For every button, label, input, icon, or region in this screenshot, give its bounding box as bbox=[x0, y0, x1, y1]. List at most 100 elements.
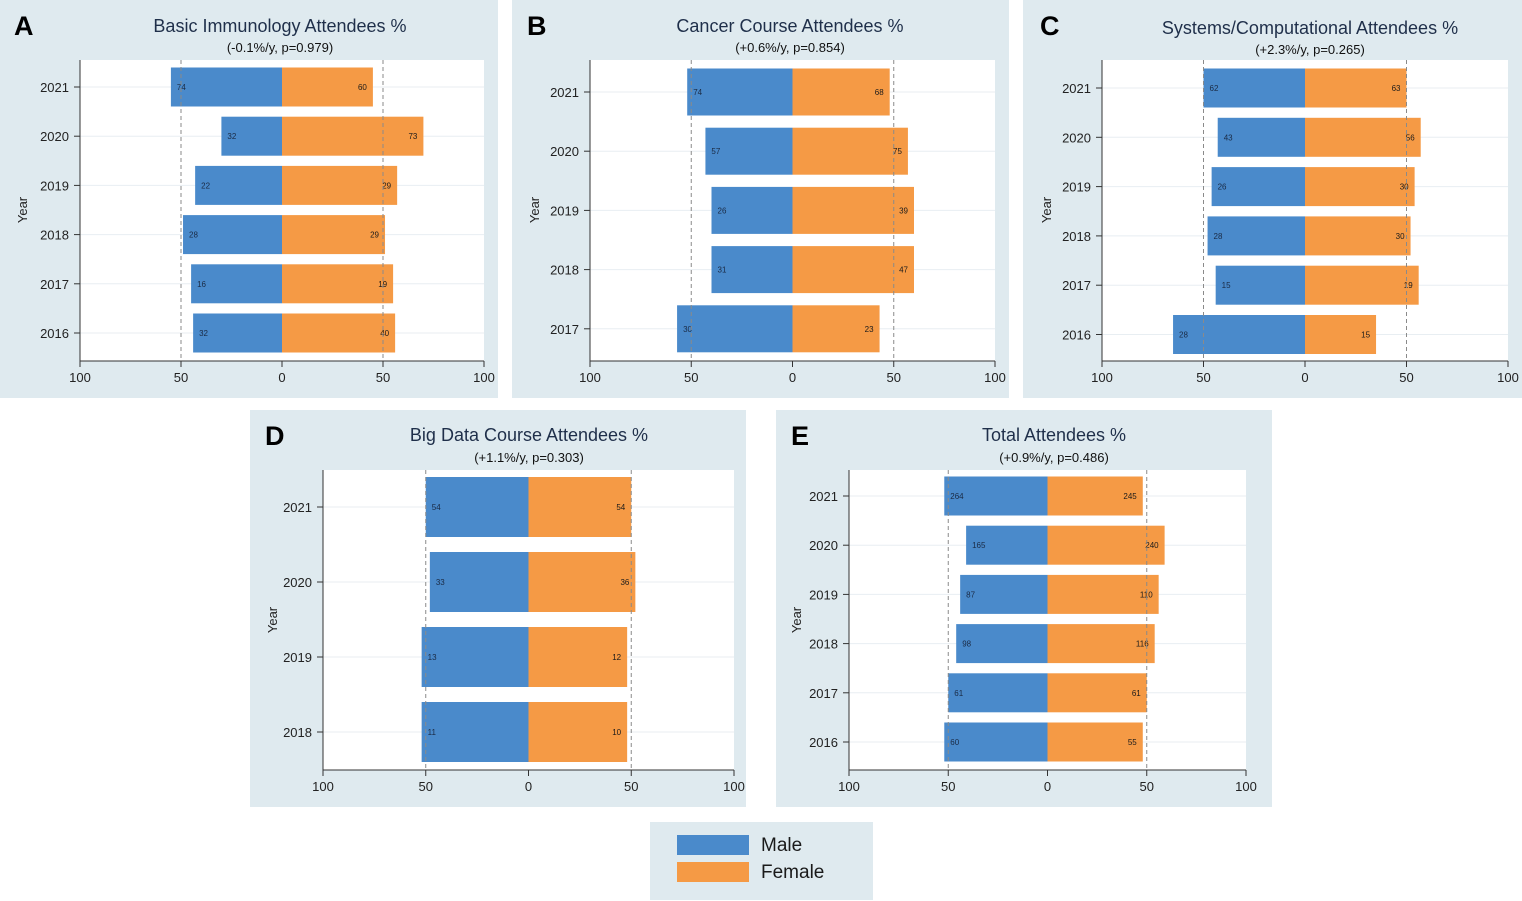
count-label-female: 39 bbox=[899, 206, 908, 215]
chart-b: 74 68 2021 57 75 2020 26 39 2019 31 47 2018 30 23 2017… bbox=[527, 11, 1006, 385]
count-label-male: 26 bbox=[1218, 183, 1227, 192]
count-label-male: 74 bbox=[693, 88, 702, 97]
count-label-male: 32 bbox=[227, 132, 236, 141]
y-tick-label: 2021 bbox=[40, 80, 69, 95]
count-label-male: 11 bbox=[428, 728, 437, 737]
count-label-male: 28 bbox=[189, 231, 198, 240]
bar-male-b bbox=[711, 246, 793, 294]
y-tick-label: 2020 bbox=[40, 129, 69, 144]
count-label-female: 110 bbox=[1140, 590, 1153, 599]
panel-c: 62 63 2021 43 56 2020 26 30 2019 28 30 2018 15 19 2017… bbox=[1023, 0, 1522, 398]
y-tick-label: 2020 bbox=[809, 538, 838, 553]
count-label-female: 30 bbox=[1396, 232, 1405, 241]
chart-e-group: 264 245 2021 165 240 2020 87 110 2019 98 116 2018 61… bbox=[789, 421, 1257, 794]
x-tick-label: 50 bbox=[1196, 370, 1210, 385]
x-tick-label: 100 bbox=[473, 370, 495, 385]
y-tick-label: 2017 bbox=[1062, 278, 1091, 293]
bar-male-e bbox=[944, 476, 1048, 516]
bar-female-a bbox=[282, 264, 394, 304]
y-tick-label: 2019 bbox=[809, 587, 838, 602]
count-label-male: 30 bbox=[683, 325, 692, 334]
bar-female-c bbox=[1305, 265, 1419, 305]
chart-b-group: 74 68 2021 57 75 2020 26 39 2019 31 47 2018 30 23 2017… bbox=[527, 11, 1006, 385]
bar-female-a bbox=[282, 165, 398, 205]
count-label-male: 62 bbox=[1210, 84, 1219, 93]
bar-male-a bbox=[183, 215, 282, 255]
x-tick-label: 100 bbox=[312, 779, 334, 794]
y-tick-label: 2018 bbox=[1062, 229, 1091, 244]
legend-swatch-male bbox=[677, 835, 749, 855]
bar-male-d bbox=[421, 702, 529, 762]
chart-subtitle: (+2.3%/y, p=0.265) bbox=[1255, 42, 1365, 57]
count-label-female: 23 bbox=[865, 325, 874, 334]
bar-male-d bbox=[425, 477, 529, 537]
bar-male-d bbox=[429, 552, 529, 612]
count-label-male: 165 bbox=[972, 541, 986, 550]
chart-title: Systems/Computational Attendees % bbox=[1162, 18, 1458, 38]
bar-female-a bbox=[282, 116, 424, 156]
chart-subtitle: (+0.6%/y, p=0.854) bbox=[735, 40, 845, 55]
y-axis-title: Year bbox=[15, 196, 30, 223]
bar-male-b bbox=[705, 127, 793, 175]
x-tick-label: 0 bbox=[789, 370, 796, 385]
count-label-female: 60 bbox=[358, 83, 367, 92]
panel-a: 7460202132732020222920192829201816192017… bbox=[0, 0, 498, 398]
chart-title: Big Data Course Attendees % bbox=[410, 425, 648, 445]
chart-a-group: 7460202132732020222920192829201816192017… bbox=[14, 11, 495, 385]
count-label-female: 63 bbox=[1392, 84, 1401, 93]
y-tick-label: 2016 bbox=[40, 326, 69, 341]
count-label-female: 15 bbox=[1361, 331, 1370, 340]
count-label-female: 12 bbox=[612, 653, 621, 662]
count-label-female: 116 bbox=[1136, 640, 1149, 649]
bar-male-c bbox=[1173, 315, 1305, 354]
panel-letter: E bbox=[791, 421, 809, 451]
bar-female-a bbox=[282, 67, 373, 107]
x-tick-label: 100 bbox=[1497, 370, 1519, 385]
y-tick-label: 2020 bbox=[1062, 130, 1091, 145]
y-tick-label: 2020 bbox=[550, 144, 579, 159]
panel-d: 54 54 2021 33 36 2020 13 12 2019 11 10 2018 100 50 0 50… bbox=[250, 410, 746, 807]
count-label-female: 10 bbox=[612, 728, 621, 737]
bar-female-c bbox=[1305, 216, 1411, 256]
count-label-male: 26 bbox=[718, 206, 727, 215]
bar-female-b bbox=[792, 127, 908, 175]
y-tick-label: 2021 bbox=[550, 85, 579, 100]
count-label-male: 22 bbox=[201, 181, 210, 190]
chart-c: 62 63 2021 43 56 2020 26 30 2019 28 30 2018 15 19 2017… bbox=[1039, 11, 1519, 385]
x-tick-label: 50 bbox=[419, 779, 433, 794]
bar-male-a bbox=[195, 165, 282, 205]
plot-area-a bbox=[80, 60, 484, 361]
legend-label-male: Male bbox=[761, 835, 803, 856]
bar-male-e bbox=[944, 722, 1048, 762]
count-label-female: 30 bbox=[1400, 183, 1409, 192]
bar-male-c bbox=[1215, 265, 1305, 305]
count-label-male: 15 bbox=[1222, 281, 1231, 290]
bar-male-a bbox=[170, 67, 282, 107]
chart-c-group: 62 63 2021 43 56 2020 26 30 2019 28 30 2018 15 19 2017… bbox=[1039, 11, 1519, 385]
bar-female-b bbox=[792, 68, 890, 116]
bar-male-c bbox=[1203, 68, 1305, 108]
bar-female-a bbox=[282, 313, 396, 353]
bar-male-b bbox=[677, 305, 793, 353]
y-tick-label: 2020 bbox=[283, 575, 312, 590]
bar-male-a bbox=[193, 313, 282, 353]
chart-title: Total Attendees % bbox=[982, 425, 1126, 445]
bar-female-e bbox=[1047, 476, 1143, 516]
bar-female-b bbox=[792, 305, 880, 353]
y-tick-label: 2021 bbox=[283, 500, 312, 515]
count-label-male: 98 bbox=[962, 640, 971, 649]
bar-female-c bbox=[1305, 167, 1415, 207]
count-label-female: 61 bbox=[1132, 689, 1141, 698]
bar-male-e bbox=[956, 624, 1048, 664]
bar-male-e bbox=[948, 673, 1048, 713]
y-axis-title: Year bbox=[265, 606, 280, 633]
y-tick-label: 2017 bbox=[40, 277, 69, 292]
count-label-male: 31 bbox=[718, 266, 727, 275]
count-label-female: 19 bbox=[1404, 281, 1413, 290]
count-label-male: 61 bbox=[954, 689, 963, 698]
panel-letter: A bbox=[14, 11, 34, 41]
chart-a: 7460202132732020222920192829201816192017… bbox=[14, 11, 495, 385]
bar-female-b bbox=[792, 186, 914, 234]
chart-subtitle: (+1.1%/y, p=0.303) bbox=[474, 450, 584, 465]
bar-female-b bbox=[792, 246, 914, 294]
